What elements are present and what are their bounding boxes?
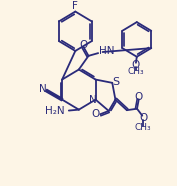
Text: HN: HN bbox=[99, 46, 115, 56]
Text: O: O bbox=[132, 60, 140, 70]
Text: S: S bbox=[113, 77, 120, 87]
Text: CH₃: CH₃ bbox=[135, 123, 152, 132]
Text: CH₃: CH₃ bbox=[128, 67, 144, 76]
Text: N: N bbox=[88, 95, 96, 105]
Text: O: O bbox=[139, 113, 147, 123]
Text: O: O bbox=[135, 92, 143, 102]
Text: H₂N: H₂N bbox=[45, 105, 64, 116]
Text: N: N bbox=[39, 84, 47, 94]
Text: F: F bbox=[72, 1, 78, 11]
Text: O: O bbox=[91, 109, 99, 119]
Text: O: O bbox=[79, 40, 88, 50]
